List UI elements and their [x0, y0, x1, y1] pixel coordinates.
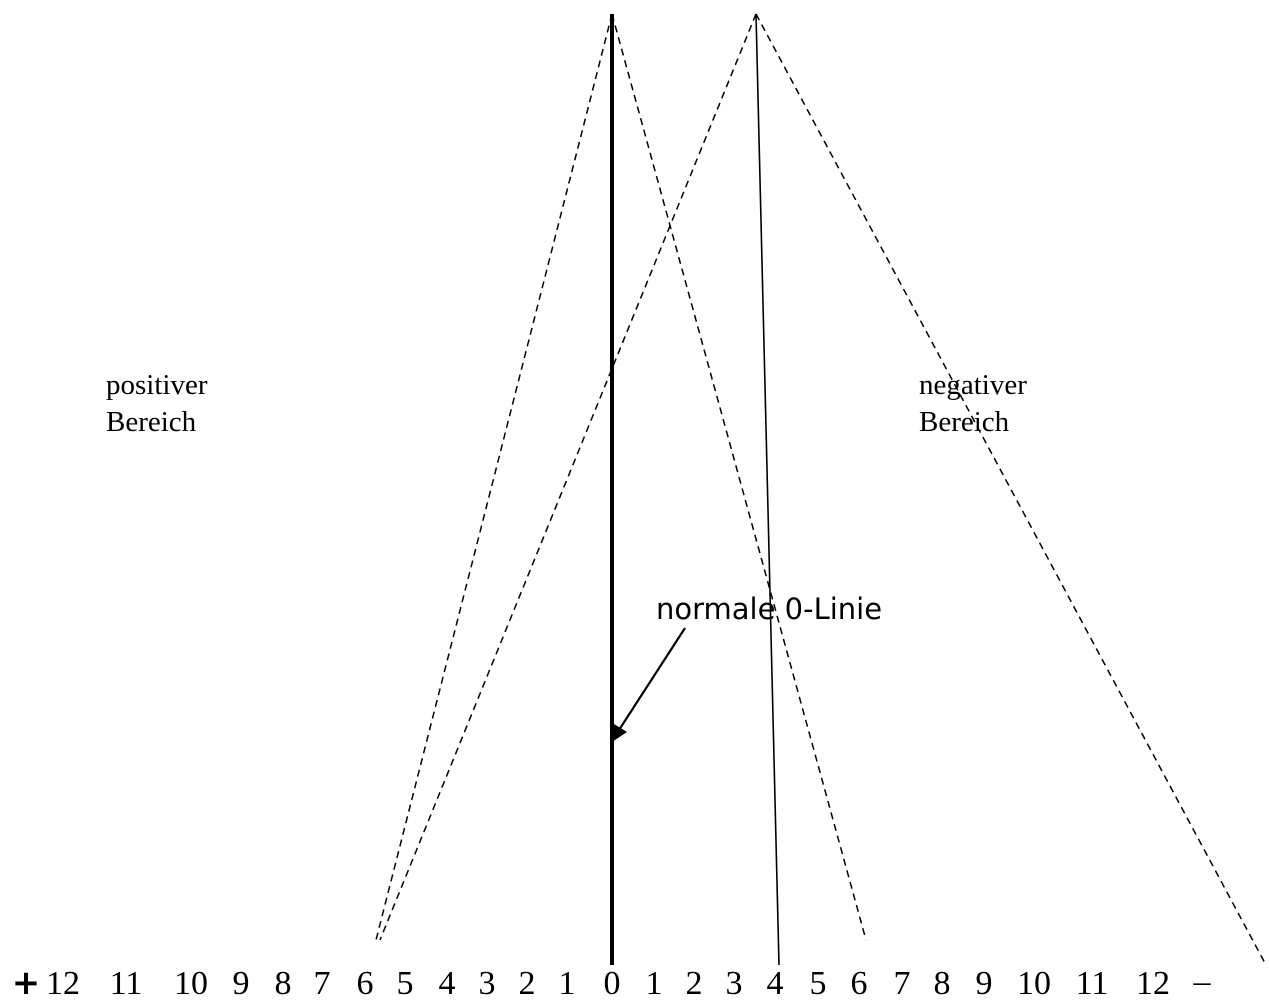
negative-region-label: negativer Bereich — [919, 367, 1027, 441]
scale-tick-positive-1: 1 — [559, 965, 576, 1002]
scale-tick-positive-7: 7 — [314, 965, 331, 1002]
annotation-arrow — [612, 627, 686, 742]
scale-tick-negative-2: 2 — [686, 965, 703, 1002]
scale-tick-positive-6: 6 — [357, 965, 374, 1002]
scale-tick-zero: 0 — [604, 965, 621, 1002]
scale-tick-positive-4: 4 — [439, 965, 456, 1002]
scale-tick-positive-8: 8 — [275, 965, 292, 1002]
positive-region-label: positiver Bereich — [106, 367, 208, 441]
scale-tick-positive-10: 10 — [174, 965, 208, 1002]
scale-tick-negative-4: 4 — [767, 965, 784, 1002]
negative-label-line1: negativer — [919, 369, 1027, 401]
scale: + – 12 11 10 9 8 7 6 5 4 3 2 1 0 1 2 3 4 5 6 7 8 9 10 11 12 — [12, 963, 1212, 1002]
scale-tick-negative-12: 12 — [1136, 965, 1170, 1002]
scale-tick-negative-11: 11 — [1076, 965, 1109, 1002]
positive-label-line2: Bereich — [106, 406, 197, 438]
scale-tick-negative-9: 9 — [976, 965, 993, 1002]
scale-tick-negative-3: 3 — [726, 965, 743, 1002]
scale-tick-negative-5: 5 — [810, 965, 827, 1002]
scale-tick-negative-7: 7 — [894, 965, 911, 1002]
dashed-triangle-b-right-edge — [755, 13, 1267, 966]
scale-positive-symbol: + — [12, 963, 41, 1002]
scale-tick-positive-3: 3 — [479, 965, 496, 1002]
scale-tick-negative-8: 8 — [934, 965, 951, 1002]
positive-label-line1: positiver — [106, 369, 208, 401]
shifted-line — [755, 13, 780, 966]
dashed-triangle-a-left-edge — [375, 13, 613, 941]
scale-tick-positive-9: 9 — [233, 965, 250, 1002]
dashed-triangle-b-left-edge — [379, 13, 757, 941]
dashed-triangle-a-right-edge — [611, 13, 867, 941]
scale-tick-negative-1: 1 — [646, 965, 663, 1002]
zero-line-annotation: normale 0-Linie — [656, 592, 883, 626]
scale-tick-positive-11: 11 — [110, 965, 143, 1002]
scale-tick-positive-2: 2 — [519, 965, 536, 1002]
scale-tick-negative-6: 6 — [851, 965, 868, 1002]
negative-label-line2: Bereich — [919, 406, 1010, 438]
scale-negative-symbol: – — [1193, 963, 1212, 1000]
scale-tick-positive-5: 5 — [397, 965, 414, 1002]
scale-tick-positive-12: 12 — [46, 965, 80, 1002]
scale-tick-negative-10: 10 — [1017, 965, 1051, 1002]
